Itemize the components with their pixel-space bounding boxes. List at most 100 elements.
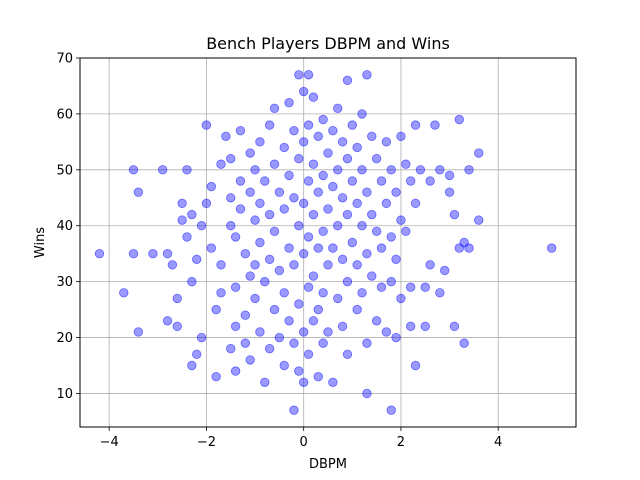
data-point: [376, 176, 387, 186]
data-point: [284, 243, 294, 253]
data-point: [459, 338, 469, 348]
x-axis-ticks: −4 −2 0 2 4: [100, 427, 502, 450]
data-point: [260, 276, 270, 287]
data-point: [274, 265, 285, 276]
data-point: [250, 215, 260, 225]
y-axis-ticks: 10 20 30 40 50 60 70: [56, 52, 80, 402]
data-point: [269, 159, 280, 169]
data-point: [371, 153, 382, 164]
data-point: [333, 221, 343, 231]
y-tick-label: 30: [56, 275, 73, 290]
data-point: [133, 327, 144, 337]
data-point: [279, 288, 289, 298]
data-point: [352, 198, 362, 209]
y-axis-label: Wins: [33, 227, 48, 258]
data-point: [216, 288, 226, 298]
data-point: [342, 75, 353, 86]
data-point: [211, 371, 221, 382]
data-point: [245, 148, 255, 158]
data-point: [391, 254, 401, 264]
data-point: [308, 209, 319, 220]
x-tick-label: 2: [397, 435, 405, 450]
data-point: [410, 360, 421, 371]
data-point: [240, 338, 251, 348]
data-point: [289, 260, 299, 270]
x-axis-label: DBPM: [309, 457, 347, 472]
data-point: [177, 215, 187, 225]
data-point: [337, 321, 348, 332]
data-point: [201, 120, 212, 130]
data-point: [128, 165, 139, 175]
data-point: [347, 176, 358, 186]
data-point: [133, 187, 144, 197]
data-point: [328, 181, 338, 192]
data-point: [250, 260, 260, 270]
data-point: [230, 321, 241, 332]
data-point: [410, 198, 421, 209]
data-point: [333, 165, 343, 175]
data-point: [260, 176, 270, 186]
data-point: [226, 193, 236, 203]
data-point: [313, 187, 323, 197]
data-point: [391, 332, 401, 343]
data-point: [313, 131, 323, 141]
data-point: [235, 176, 246, 186]
data-point: [342, 153, 353, 164]
data-point: [362, 248, 372, 259]
y-tick-label: 60: [56, 107, 73, 122]
data-point: [405, 282, 416, 292]
data-point: [328, 377, 338, 387]
data-point: [420, 321, 430, 332]
data-point: [289, 405, 299, 415]
data-point: [148, 248, 158, 259]
data-point: [357, 221, 367, 231]
data-point: [172, 293, 182, 304]
data-point: [318, 288, 328, 298]
data-point: [187, 276, 197, 287]
data-point: [289, 125, 299, 136]
data-point: [381, 137, 392, 147]
data-point: [474, 148, 484, 158]
data-point: [128, 248, 139, 259]
data-point: [162, 316, 173, 326]
data-point: [298, 327, 309, 337]
data-point: [172, 321, 182, 332]
data-point: [221, 131, 231, 141]
data-point: [245, 187, 255, 197]
data-point: [435, 288, 445, 298]
data-point: [187, 360, 197, 371]
data-point: [240, 248, 251, 259]
data-point: [289, 193, 299, 203]
data-point: [235, 125, 246, 136]
data-point: [430, 120, 440, 130]
y-tick-label: 70: [56, 52, 73, 67]
data-point: [362, 187, 372, 197]
data-point: [362, 338, 372, 348]
data-point: [357, 165, 367, 175]
data-point: [454, 114, 464, 125]
data-point: [464, 165, 474, 175]
data-point: [313, 371, 323, 382]
data-point: [396, 215, 406, 225]
data-point: [391, 187, 401, 197]
data-point: [333, 293, 343, 304]
data-point: [196, 332, 207, 343]
data-point: [294, 366, 304, 376]
data-point: [352, 142, 362, 153]
data-point: [449, 209, 460, 220]
data-point: [260, 377, 270, 387]
data-point: [182, 232, 192, 242]
data-point: [303, 282, 314, 292]
y-tick-label: 50: [56, 163, 73, 178]
data-point: [269, 103, 280, 114]
data-point: [226, 221, 236, 231]
data-point: [396, 131, 406, 141]
data-point: [264, 344, 275, 354]
data-point: [250, 293, 260, 304]
data-point: [206, 243, 216, 253]
data-point: [226, 344, 236, 354]
data-point: [308, 271, 319, 281]
data-point: [415, 165, 426, 175]
data-point: [318, 114, 328, 125]
data-point: [294, 153, 304, 164]
